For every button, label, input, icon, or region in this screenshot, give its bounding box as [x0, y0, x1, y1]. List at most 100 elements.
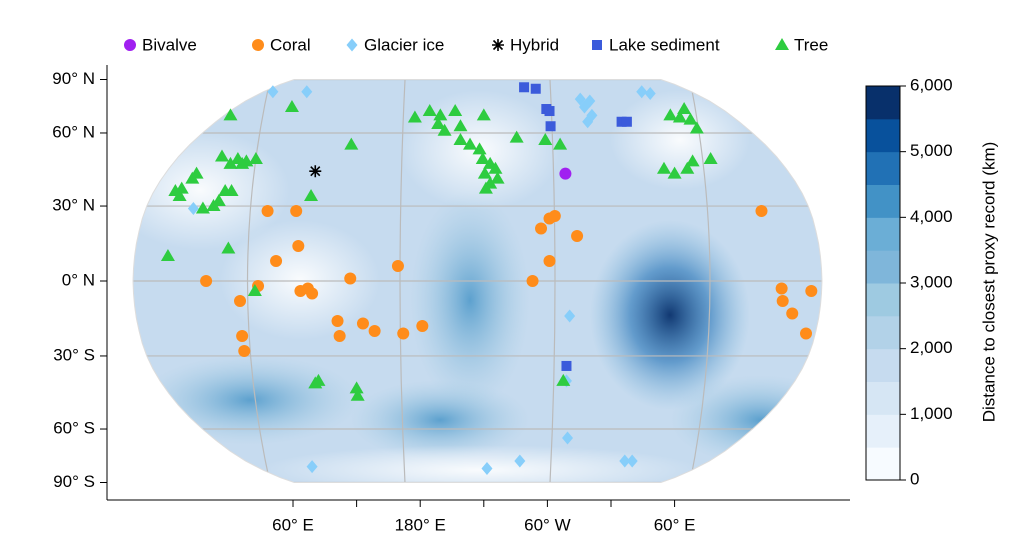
- point: [545, 121, 556, 132]
- colorbar-cell: [866, 283, 900, 317]
- colorbar-tick-label: 3,000: [910, 272, 953, 291]
- point: [672, 110, 687, 123]
- legend-marker: [775, 38, 789, 50]
- point: [433, 108, 448, 121]
- colorbar-tick-label: 1,000: [910, 404, 953, 423]
- colorbar-cell: [866, 315, 900, 350]
- point: [349, 381, 364, 394]
- y-tick-label: 90° S: [53, 472, 95, 491]
- point: [431, 116, 446, 129]
- point: [344, 272, 357, 285]
- colorbar-cell: [866, 217, 900, 251]
- point: [223, 108, 238, 121]
- point: [656, 161, 671, 174]
- point: [267, 85, 279, 99]
- point: [356, 317, 369, 330]
- point: [667, 166, 682, 179]
- point: [189, 166, 204, 179]
- point: [805, 284, 818, 297]
- point: [621, 116, 632, 127]
- point: [200, 275, 213, 287]
- field-blob: [140, 355, 360, 445]
- point: [571, 230, 584, 243]
- legend-marker: [124, 39, 136, 51]
- point: [677, 102, 692, 115]
- colorbar-tick-label: 6,000: [910, 75, 953, 94]
- point: [331, 314, 344, 327]
- point: [422, 104, 437, 117]
- colorbar-cell: [866, 86, 900, 120]
- point: [530, 83, 541, 94]
- point: [680, 161, 695, 174]
- legend-marker: [592, 40, 602, 50]
- point: [519, 82, 530, 93]
- point: [311, 373, 326, 386]
- field-blob: [610, 90, 750, 190]
- point: [475, 151, 490, 164]
- colorbar-cell: [866, 151, 900, 185]
- point: [437, 123, 452, 136]
- point: [543, 255, 556, 268]
- colorbar-cell: [866, 250, 900, 284]
- point: [168, 184, 183, 197]
- point: [187, 202, 199, 216]
- colorbar-cell: [866, 414, 900, 448]
- point: [224, 184, 239, 197]
- point: [306, 460, 318, 474]
- y-tick-label: 90° N: [52, 69, 95, 88]
- point: [350, 388, 365, 401]
- legend-label: Hybrid: [510, 35, 559, 54]
- legend-label: Bivalve: [142, 35, 197, 54]
- point: [248, 151, 263, 164]
- point: [333, 329, 346, 342]
- y-tick-label: 60° N: [52, 122, 95, 141]
- point: [559, 167, 572, 180]
- point: [548, 210, 561, 223]
- y-tick-label: 30° N: [52, 196, 95, 215]
- point: [478, 181, 493, 194]
- point: [663, 108, 678, 121]
- point: [195, 201, 210, 214]
- point: [535, 222, 548, 235]
- colorbar-cell: [866, 381, 900, 415]
- x-tick-label: 60° E: [654, 515, 696, 534]
- point: [481, 461, 493, 475]
- point: [301, 85, 313, 99]
- field-blob: [670, 375, 822, 465]
- point: [616, 116, 627, 127]
- point: [284, 99, 299, 112]
- point: [160, 249, 175, 262]
- legend-marker: [252, 39, 264, 51]
- map-outline: [132, 79, 823, 483]
- field-blob: [410, 190, 530, 410]
- point: [397, 327, 410, 340]
- point: [221, 241, 236, 254]
- point: [453, 119, 468, 132]
- point: [463, 137, 478, 150]
- point: [544, 106, 555, 117]
- point: [247, 283, 262, 296]
- point: [290, 205, 303, 218]
- point: [472, 142, 487, 155]
- colorbar-tick-label: 0: [910, 469, 919, 488]
- point: [292, 240, 305, 253]
- colorbar-cell: [866, 348, 900, 382]
- point: [626, 454, 638, 468]
- point: [453, 132, 468, 145]
- point: [261, 205, 274, 218]
- point: [561, 360, 572, 371]
- y-tick-label: 0° N: [62, 270, 95, 289]
- y-tick-label: 60° S: [53, 419, 95, 438]
- point: [786, 307, 799, 320]
- point: [556, 373, 571, 386]
- point: [564, 309, 576, 323]
- point: [689, 121, 704, 134]
- point: [306, 287, 319, 300]
- point: [223, 156, 238, 169]
- point: [236, 329, 249, 342]
- point: [448, 104, 463, 117]
- point: [416, 319, 429, 332]
- colorbar-tick-label: 4,000: [910, 207, 953, 226]
- colorbar-tick-label: 5,000: [910, 141, 953, 160]
